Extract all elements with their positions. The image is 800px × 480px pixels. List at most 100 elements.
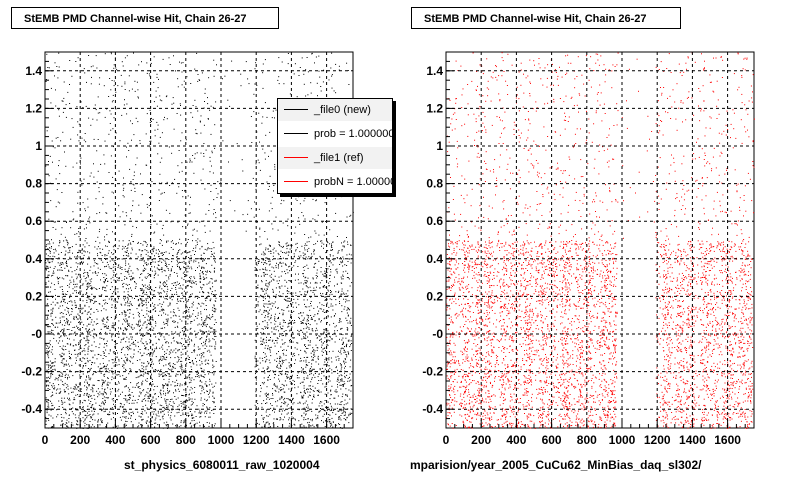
scatter-point <box>212 391 214 393</box>
scatter-point <box>66 240 68 242</box>
scatter-point <box>203 371 205 373</box>
scatter-point <box>178 250 179 252</box>
scatter-point <box>179 249 181 251</box>
scatter-point <box>191 418 193 419</box>
scatter-point <box>86 286 88 287</box>
scatter-point <box>59 263 61 265</box>
scatter-point <box>143 270 145 272</box>
scatter-point <box>89 279 91 281</box>
scatter-point <box>48 271 50 273</box>
scatter-point <box>149 352 151 354</box>
scatter-point <box>65 391 66 393</box>
scatter-point <box>90 281 92 283</box>
scatter-point <box>84 358 86 360</box>
scatter-point <box>59 241 61 243</box>
scatter-point <box>78 321 80 323</box>
scatter-point <box>119 406 121 408</box>
scatter-point <box>118 358 120 360</box>
scatter-point <box>203 425 205 427</box>
scatter-point <box>142 250 144 252</box>
scatter-point <box>120 328 122 330</box>
scatter-point <box>190 260 192 262</box>
scatter-point <box>74 350 76 351</box>
scatter-point <box>111 367 113 369</box>
scatter-point <box>55 248 56 250</box>
scatter-point <box>98 404 100 406</box>
scatter-point <box>161 334 163 336</box>
scatter-point <box>120 327 121 329</box>
scatter-point <box>68 312 69 314</box>
scatter-point <box>181 368 183 370</box>
scatter-point <box>61 420 63 422</box>
scatter-point <box>93 287 95 289</box>
scatter-point <box>138 305 140 307</box>
scatter-point <box>84 354 86 356</box>
scatter-point <box>130 415 132 417</box>
scatter-point <box>172 338 174 339</box>
scatter-point <box>81 249 83 251</box>
scatter-point <box>161 360 163 361</box>
scatter-point <box>52 417 54 419</box>
scatter-point <box>105 397 107 399</box>
scatter-point <box>124 423 126 425</box>
scatter-point <box>175 398 177 400</box>
scatter-point <box>77 355 79 357</box>
scatter-point <box>63 354 65 356</box>
scatter-point <box>87 368 89 369</box>
scatter-point <box>162 418 164 420</box>
scatter-point <box>146 332 148 334</box>
scatter-point <box>179 269 181 271</box>
scatter-point <box>212 241 214 243</box>
scatter-point <box>53 334 55 336</box>
scatter-point <box>88 306 90 308</box>
scatter-point <box>48 364 50 366</box>
scatter-point <box>215 330 217 332</box>
scatter-point <box>87 342 89 344</box>
scatter-point <box>142 413 144 415</box>
scatter-point <box>180 342 181 344</box>
scatter-point <box>102 317 104 319</box>
scatter-point <box>128 273 130 275</box>
scatter-point <box>213 332 215 334</box>
scatter-point <box>86 394 88 396</box>
scatter-point <box>167 324 169 326</box>
scatter-point <box>48 280 50 282</box>
scatter-point <box>59 340 61 342</box>
scatter-point <box>183 369 185 371</box>
scatter-point <box>112 266 114 268</box>
scatter-point <box>152 261 154 263</box>
scatter-point <box>54 365 56 367</box>
scatter-point <box>161 244 163 246</box>
scatter-point <box>182 257 184 259</box>
scatter-point <box>161 355 163 357</box>
scatter-point <box>71 301 73 303</box>
scatter-point <box>148 322 149 324</box>
scatter-point <box>183 422 185 424</box>
scatter-point <box>215 343 217 345</box>
scatter-point <box>158 396 159 398</box>
scatter-point <box>126 257 127 259</box>
scatter-point <box>68 393 70 395</box>
scatter-point <box>146 391 148 393</box>
scatter-point <box>187 323 189 325</box>
scatter-point <box>215 297 217 299</box>
scatter-point <box>116 273 118 275</box>
scatter-point <box>163 312 165 314</box>
scatter-point <box>61 381 63 383</box>
scatter-point <box>111 336 113 338</box>
scatter-point <box>208 349 210 351</box>
scatter-point <box>111 359 113 361</box>
scatter-point <box>204 412 205 414</box>
scatter-point <box>149 328 150 330</box>
scatter-point <box>145 262 147 264</box>
scatter-point <box>157 412 159 414</box>
scatter-point <box>154 369 156 370</box>
scatter-point <box>126 336 128 338</box>
scatter-point <box>128 323 130 325</box>
scatter-point <box>90 308 92 310</box>
scatter-point <box>127 305 129 307</box>
scatter-point <box>69 314 70 316</box>
scatter-point <box>196 307 198 309</box>
scatter-point <box>180 373 182 375</box>
scatter-point <box>113 249 115 251</box>
